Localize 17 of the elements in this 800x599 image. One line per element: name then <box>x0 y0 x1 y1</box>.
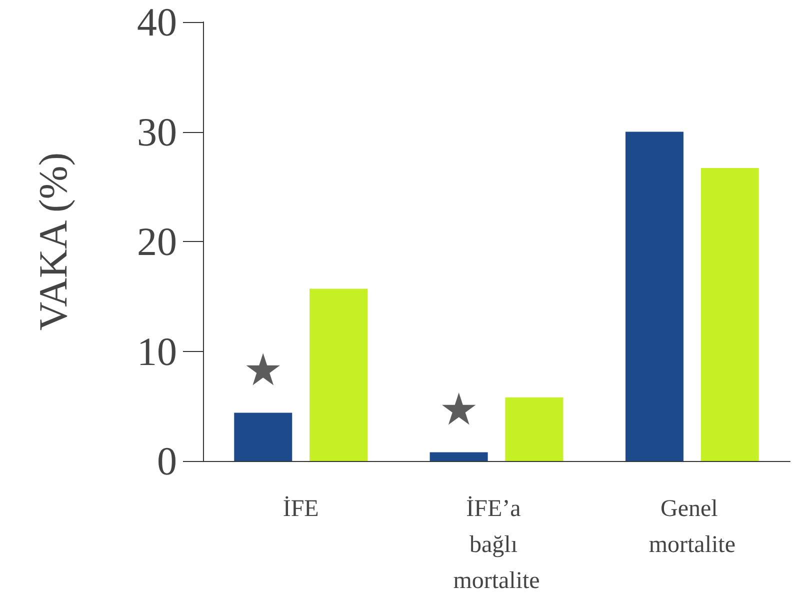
x-tick-label: İFE <box>282 496 319 522</box>
bar <box>625 132 684 461</box>
y-tick-label: 40 <box>137 0 177 44</box>
x-tick-label: Genel mortalite <box>648 496 736 558</box>
annotation: ★ <box>439 384 479 436</box>
y-tick-label: 30 <box>137 109 177 154</box>
x-tick-label: İFE’a bağlı mortalite <box>453 496 540 594</box>
bar <box>310 288 368 461</box>
annotation: ★ <box>243 345 283 396</box>
y-tick-label: 0 <box>157 438 177 484</box>
bar <box>505 397 564 461</box>
bar <box>700 168 759 461</box>
y-tick-label: 20 <box>137 219 177 264</box>
y-axis-title: VAKA (%) <box>30 152 76 331</box>
y-tick-label: 10 <box>137 328 177 374</box>
bar <box>430 452 488 461</box>
bar <box>234 412 292 461</box>
